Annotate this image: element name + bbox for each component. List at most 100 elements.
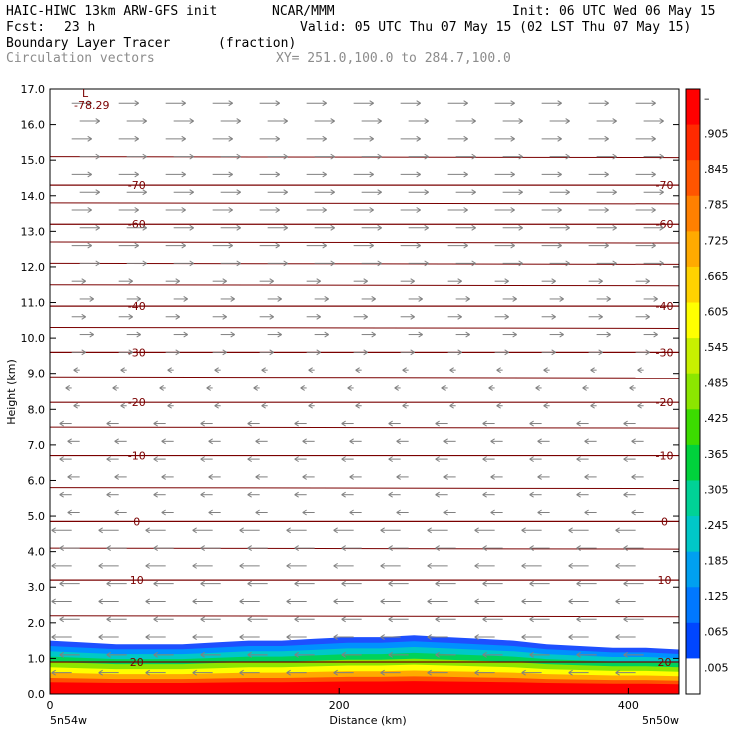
vector-head	[236, 118, 241, 124]
vector-head	[615, 562, 620, 569]
vector-head	[200, 491, 205, 498]
vector-head	[255, 473, 260, 480]
colorbar-swatch	[686, 302, 700, 339]
vector-head	[435, 580, 440, 587]
vector-head	[416, 100, 421, 107]
x-tick-label: 400	[618, 699, 639, 712]
vector-head	[604, 100, 609, 107]
vector-head	[81, 349, 86, 356]
vector-head	[565, 224, 570, 231]
vector-head	[388, 456, 393, 463]
vector-head	[316, 278, 321, 285]
contour-line	[49, 202, 680, 205]
vector-head	[521, 669, 526, 676]
vector-head	[161, 438, 166, 445]
field-name: Boundary Layer Tracer	[6, 36, 171, 51]
vector-head	[236, 189, 241, 196]
vector-head	[59, 616, 64, 623]
vector-head	[631, 473, 636, 480]
y-tick-label: 5.0	[28, 510, 46, 523]
vector-head	[120, 402, 125, 409]
vector-head	[565, 260, 570, 267]
vector-head	[255, 438, 260, 445]
vector-head	[214, 402, 219, 409]
colorbar-swatch	[686, 338, 700, 375]
vector-head	[604, 207, 609, 213]
vector-head	[424, 189, 429, 196]
vector-head	[651, 135, 656, 142]
vector-head	[504, 278, 509, 285]
vector-head	[228, 100, 233, 107]
vector-head	[396, 473, 401, 480]
vector-head	[106, 420, 111, 427]
vector-head	[474, 634, 479, 640]
field-units: (fraction)	[218, 36, 297, 51]
vector-head	[551, 278, 556, 285]
vector-head	[535, 385, 540, 391]
x-axis: 0 200 400	[47, 688, 639, 712]
isotherm-label: -10	[656, 450, 674, 463]
vector-head	[521, 634, 526, 640]
vector-head	[606, 296, 611, 302]
vector-head	[134, 242, 139, 249]
vector-head	[87, 171, 92, 178]
vector-head	[510, 135, 515, 142]
colorbar-label: .545	[704, 341, 729, 354]
x-axis-label: Distance (km)	[329, 714, 406, 727]
colorbar-swatch	[686, 409, 700, 446]
vector-head	[463, 100, 468, 107]
vector-head	[537, 438, 542, 445]
vector-head	[471, 118, 476, 124]
vector-head	[441, 385, 446, 391]
vector-head	[275, 242, 280, 249]
vector-head	[51, 527, 56, 534]
vector-head	[73, 367, 78, 374]
vector-head	[482, 456, 487, 463]
vector-head	[629, 385, 634, 391]
vector-head	[192, 598, 197, 605]
vector-head	[363, 278, 368, 285]
vector-head	[247, 545, 252, 552]
vector-head	[659, 224, 664, 231]
vector-head	[106, 580, 111, 587]
vector-head	[369, 100, 374, 107]
vector-head	[363, 349, 368, 356]
vector-head	[576, 651, 581, 658]
vector-head	[557, 242, 562, 249]
vector-head	[557, 171, 562, 178]
vector-head	[208, 438, 213, 445]
vector-head	[427, 562, 432, 569]
title-org: NCAR/MMM	[272, 4, 335, 19]
vector-head	[333, 562, 338, 569]
colorbar-label: .245	[704, 519, 729, 532]
vector-head	[653, 296, 658, 302]
vector-head	[590, 367, 595, 374]
vector-head	[59, 651, 64, 658]
vector-head	[623, 580, 628, 587]
vector-head	[189, 153, 194, 160]
y-axis: 0.0 1.0 2.0 3.0 4.0 5.0 6.0 7.0 8.0 9.0 10.0 11.0 12…	[21, 83, 679, 701]
vector-head	[277, 331, 282, 338]
y-tick-label: 16.0	[21, 119, 46, 132]
vector-head	[659, 189, 664, 196]
vector-head	[402, 402, 407, 409]
vector-head	[228, 171, 233, 178]
vector-head	[294, 545, 299, 552]
vector-head	[410, 278, 415, 285]
vector-head	[363, 313, 368, 320]
isotherm-label: -70	[656, 179, 674, 192]
vector-head	[330, 153, 335, 160]
vector-head	[324, 296, 329, 302]
vector-head	[474, 598, 479, 605]
vector-head	[341, 651, 346, 658]
vector-head	[222, 349, 227, 356]
contour-line	[49, 426, 680, 429]
vector-head	[529, 651, 534, 658]
isotherm-label: 10	[130, 574, 144, 587]
vector-head	[521, 527, 526, 534]
vector-head	[551, 349, 556, 356]
vector-head	[568, 634, 573, 640]
isotherm-label: -60	[128, 218, 146, 231]
colorbar-label: .665	[704, 270, 729, 283]
title-fcst-value: 23 h	[64, 20, 96, 35]
